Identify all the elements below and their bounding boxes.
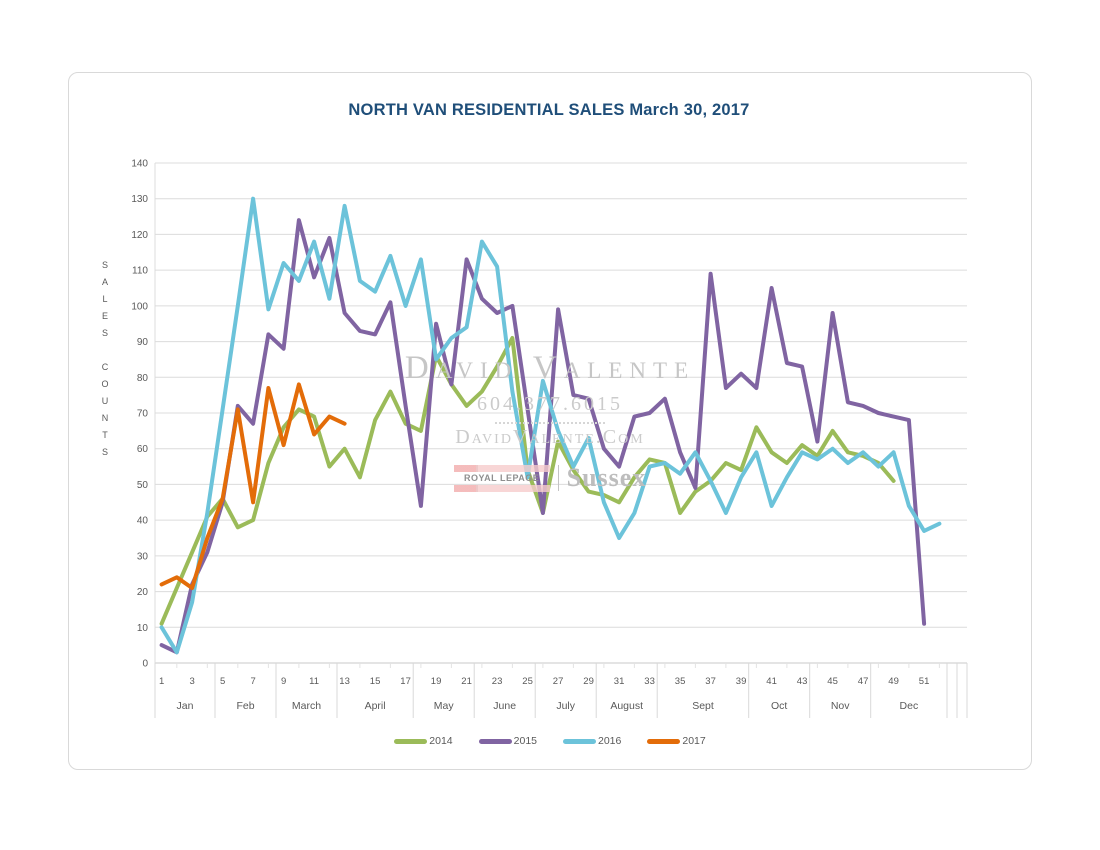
y-tick-label: 0 [142,659,148,670]
x-tick-label: 49 [888,676,899,687]
y-axis-caption-letter: A [102,277,108,287]
month-label: July [556,700,575,712]
x-tick-label: 43 [797,676,808,687]
logo-divider [557,465,559,491]
legend-item-2016: 2016 [563,735,621,747]
x-tick-label: 15 [370,676,381,687]
legend-label-2016: 2016 [598,735,622,747]
y-tick-label: 130 [131,194,148,205]
month-label: Nov [831,700,850,712]
month-label: Oct [771,700,787,712]
x-tick-label: 41 [766,676,777,687]
x-tick-label: 21 [461,676,472,687]
y-axis-caption-letter: E [102,311,108,321]
y-axis-caption-letter: S [102,447,108,457]
month-label: Feb [236,700,254,712]
y-axis-caption-letter: O [101,379,108,389]
y-tick-label: 100 [131,301,148,312]
x-tick-label: 13 [339,676,350,687]
chart-title: NORTH VAN RESIDENTIAL SALES March 30, 20… [348,101,750,119]
royal-lepage-text: ROYAL LEPAGE [463,472,540,483]
x-tick-label: 23 [492,676,503,687]
royal-lepage-logo: ROYAL LEPAGE Sussex [330,463,770,493]
series-line-2017 [159,382,347,590]
legend-item-2014: 2014 [394,735,453,747]
x-tick-label: 35 [675,676,686,687]
y-tick-label: 70 [137,409,149,420]
y-tick-label: 120 [131,230,148,241]
y-tick-label: 60 [137,444,149,455]
month-label: May [434,700,455,712]
watermark-dotted-divider [495,420,605,424]
x-tick-label: 37 [705,676,716,687]
x-tick-label: 31 [614,676,625,687]
y-tick-label: 110 [132,266,148,277]
y-axis-caption-letter: S [102,328,108,338]
month-label: April [365,700,386,712]
x-tick-label: 11 [309,676,319,687]
legend-marker-2017 [647,738,681,744]
y-tick-label: 40 [137,516,149,527]
y-axis-caption-letter: N [102,413,109,423]
x-tick-label: 1 [159,676,164,687]
y-tick-label: 30 [137,551,149,562]
y-tick-label: 80 [137,373,149,384]
x-tick-label: 17 [400,676,411,687]
x-tick-label: 33 [644,676,655,687]
legend-label-2015: 2015 [513,735,537,747]
watermark-website: DavidValente.Com [455,426,645,448]
x-tick-label: 45 [827,676,838,687]
legend-marker-2015 [478,738,512,744]
month-label: August [610,700,643,712]
royal-lepage-stripe-bottom [453,484,550,492]
y-tick-label: 90 [137,337,149,348]
y-axis-caption-letter: U [102,396,109,406]
royal-lepage-stripe-top [453,464,550,472]
legend-marker-2016 [563,738,596,744]
month-label: March [292,700,321,712]
x-tick-label: 39 [736,676,747,687]
x-tick-label: 3 [189,676,194,687]
x-tick-label: 19 [431,676,442,687]
legend-marker-2014 [394,738,428,744]
x-tick-label: 47 [858,676,869,687]
y-tick-label: 20 [137,587,149,598]
series-line-2016 [159,196,942,655]
y-axis-caption-letter: S [102,260,108,270]
legend-item-2017: 2017 [647,735,706,747]
watermark-name: David Valente [404,350,696,386]
x-tick-label: 9 [281,676,286,687]
x-tick-label: 27 [553,676,564,687]
x-tick-label: 5 [220,676,225,687]
chart-legend: 2014 2015 2016 2017 [0,735,1100,747]
legend-label-2017: 2017 [682,735,706,747]
month-label: Jan [177,700,194,712]
y-tick-label: 50 [137,480,149,491]
y-axis-caption-letter: T [102,430,108,440]
series-line-2015 [159,218,927,655]
y-axis-caption-letter: C [102,362,109,372]
x-tick-label: 7 [250,676,255,687]
y-tick-label: 10 [137,623,149,634]
y-axis-caption-letter: L [102,294,107,304]
month-label: June [493,700,516,712]
royal-lepage-block: ROYAL LEPAGE [453,464,550,492]
month-label: Dec [900,700,919,712]
watermark: David Valente 604.377.6015 DavidValente.… [330,350,770,493]
x-tick-label: 29 [583,676,594,687]
sussex-text: Sussex [566,463,647,492]
y-tick-label: 140 [131,159,148,170]
legend-item-2015: 2015 [478,735,537,747]
x-tick-label: 51 [919,676,930,687]
legend-label-2014: 2014 [429,735,453,747]
x-tick-label: 25 [522,676,533,687]
watermark-phone: 604.377.6015 [477,393,623,415]
month-label: Sept [692,700,714,712]
